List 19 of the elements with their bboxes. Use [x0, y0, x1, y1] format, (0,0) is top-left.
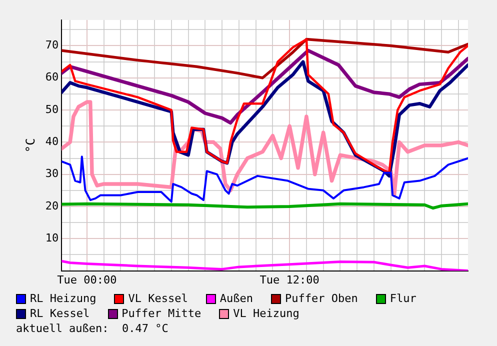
x-tick-label: Tue 12:00: [260, 273, 320, 286]
legend-label: Außen: [220, 292, 253, 305]
y-tick-label: 50: [45, 102, 59, 116]
y-axis-title: °C: [23, 138, 38, 153]
legend-label: VL Kessel: [128, 292, 188, 305]
y-tick-label: 40: [45, 135, 59, 148]
text: aktuell außen: 0.47 °C: [16, 322, 168, 335]
legend-label: Puffer Oben: [284, 292, 358, 305]
y-tick-label: 60: [45, 70, 59, 84]
legend-label: Puffer Mitte: [122, 307, 202, 320]
legend-label: VL Heizung: [233, 307, 300, 320]
legend-label: RL Heizung: [30, 292, 96, 305]
y-tick-label: 70: [45, 38, 59, 52]
x-tick-label: Tue 00:00: [57, 273, 117, 286]
y-tick-label: 10: [45, 232, 59, 245]
y-tick-label: 20: [45, 199, 59, 212]
legend-label: Flur: [390, 292, 416, 305]
legend-label: RL Kessel: [30, 307, 90, 320]
y-tick-label: 30: [45, 167, 59, 180]
